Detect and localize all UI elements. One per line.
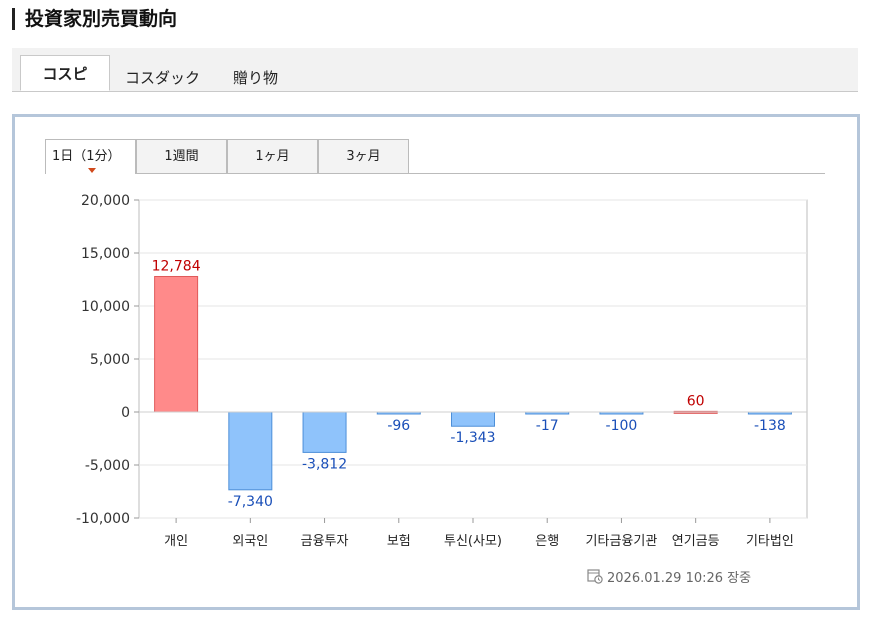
page-title: 投資家別売買動向 (12, 8, 177, 30)
market-tabbar: コスピ コスダック 贈り物 (12, 48, 858, 92)
tab-gift[interactable]: 贈り物 (233, 69, 279, 87)
y-tick-label: 10,000 (81, 299, 130, 315)
timestamp: 2026.01.29 10:26 장중 (587, 567, 751, 588)
bar (154, 275, 199, 413)
y-tick-label: 0 (121, 405, 130, 421)
data-label: -7,340 (228, 494, 273, 510)
tab-kospi[interactable]: コスピ (20, 55, 110, 91)
x-tick-label: 외국인 (232, 534, 268, 549)
y-tick-label: 15,000 (81, 246, 130, 262)
x-tick-label: 기타법인 (746, 534, 794, 549)
data-label: 60 (687, 393, 705, 409)
data-label: -17 (536, 418, 559, 434)
y-tick-label: 20,000 (81, 193, 130, 209)
x-tick-label: 보험 (387, 534, 411, 549)
x-tick-label: 개인 (164, 534, 188, 549)
tab-period-1d-label: 1日（1分） (52, 149, 121, 164)
bar (302, 411, 347, 453)
chart-panel: 1日（1分） 1週間 1ヶ月 3ヶ月 20,000 15,000 10,000 5,0… (12, 114, 860, 610)
bar (228, 411, 273, 491)
bar (451, 411, 495, 427)
data-label: -138 (754, 418, 786, 434)
x-tick-label: 연기금등 (672, 534, 720, 549)
period-tabs: 1日（1分） 1週間 1ヶ月 3ヶ月 (45, 139, 825, 174)
x-tick-label: 은행 (535, 533, 559, 549)
data-label: -3,812 (302, 456, 347, 472)
x-tick-label: 기타금융기관 (586, 534, 658, 549)
tab-period-3m[interactable]: 3ヶ月 (318, 139, 409, 173)
data-label: 12,784 (152, 258, 201, 274)
y-tick-label: 5,000 (90, 352, 130, 368)
tab-period-1d[interactable]: 1日（1分） (45, 139, 136, 174)
y-tick-label: -5,000 (85, 458, 130, 474)
data-label: -100 (606, 418, 638, 434)
tab-period-1w[interactable]: 1週間 (136, 139, 227, 173)
tab-period-1m[interactable]: 1ヶ月 (227, 139, 318, 173)
tab-kosdaq[interactable]: コスダック (125, 69, 201, 87)
caret-down-icon (88, 168, 96, 173)
y-tick-label: -10,000 (76, 511, 130, 527)
clock-icon (587, 568, 603, 588)
data-label: -1,343 (450, 430, 495, 446)
data-label: -96 (387, 418, 410, 434)
x-tick-label: 금융투자 (301, 534, 349, 549)
timestamp-text: 2026.01.29 10:26 장중 (607, 571, 752, 586)
x-tick-label: 투신(사모) (444, 534, 502, 549)
investor-bar-chart: 20,000 15,000 10,000 5,000 0 -5,000 -10,000 12,… (76, 193, 808, 549)
